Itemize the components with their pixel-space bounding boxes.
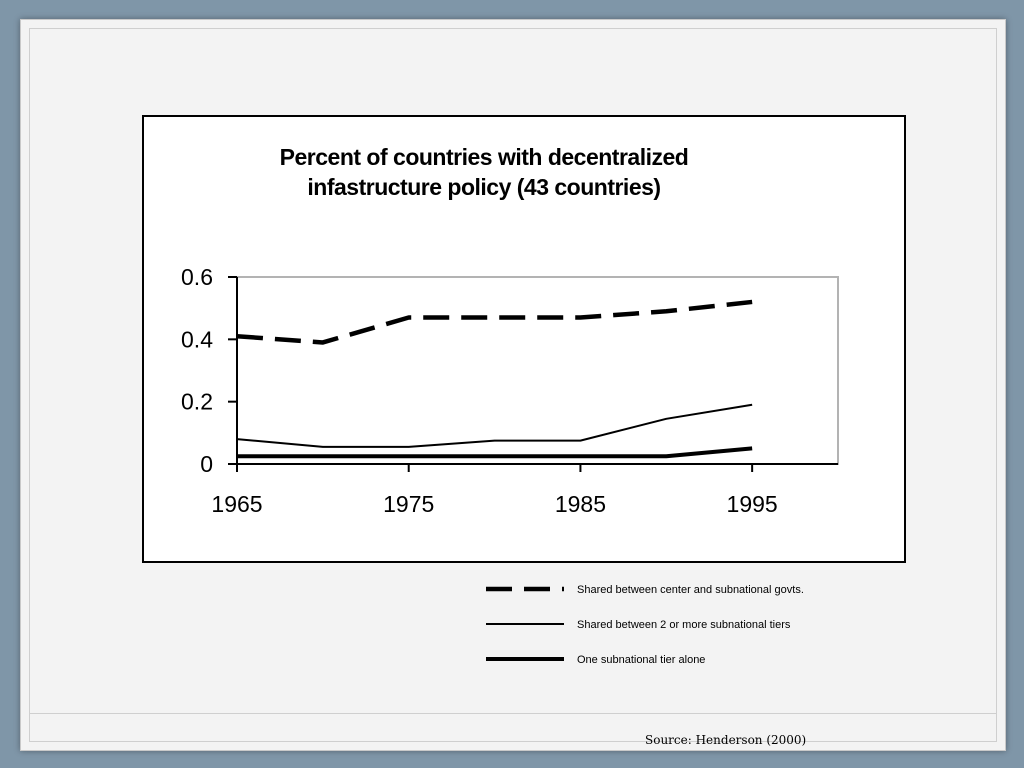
x-tick-label: 1975 xyxy=(383,491,434,517)
legend-label-2: Shared between 2 or more subnational tie… xyxy=(577,619,791,631)
source-citation: Source: Henderson (2000) xyxy=(645,733,807,747)
footer-divider xyxy=(29,713,997,714)
chart-title: Percent of countries with decentralized i… xyxy=(280,144,689,200)
legend: Shared between center and subnational go… xyxy=(486,584,804,666)
chart-container: Percent of countries with decentralized i… xyxy=(142,115,906,563)
axes: 0 0.2 0.4 0.6 1965 1975 1985 1995 xyxy=(181,264,838,517)
series-lines xyxy=(236,299,753,459)
y-tick-label: 0.6 xyxy=(181,264,213,290)
x-tick-label: 1965 xyxy=(211,491,262,517)
slide: Percent of countries with decentralized i… xyxy=(20,19,1006,751)
series-line-3 xyxy=(237,446,753,459)
chart-title-line: infastructure policy (43 countries) xyxy=(307,174,660,200)
y-tick-label: 0 xyxy=(200,451,213,477)
line-chart: Percent of countries with decentralized i… xyxy=(181,144,839,517)
series-line-1 xyxy=(236,299,753,345)
chart-title-line: Percent of countries with decentralized xyxy=(280,144,689,170)
plot-area xyxy=(236,276,839,465)
x-tick-label: 1985 xyxy=(555,491,606,517)
series-line-2 xyxy=(236,403,753,448)
y-tick-label: 0.2 xyxy=(181,389,213,415)
slide-inner-frame xyxy=(29,28,997,742)
legend-label-3: One subnational tier alone xyxy=(577,654,705,666)
x-tick-label: 1995 xyxy=(727,491,778,517)
y-tick-label: 0.4 xyxy=(181,326,213,352)
legend-label-1: Shared between center and subnational go… xyxy=(577,584,804,596)
